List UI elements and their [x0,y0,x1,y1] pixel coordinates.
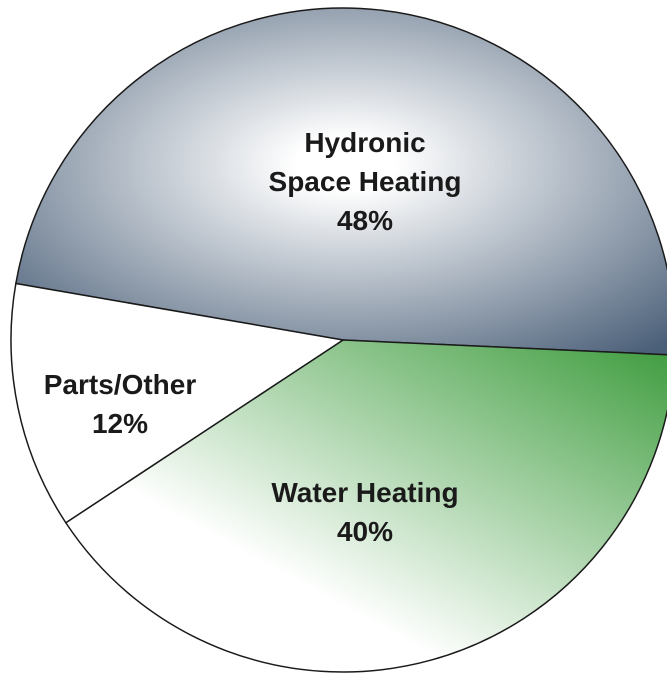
category-label: Hydronic Space Heating [268,127,462,197]
slice-label: Hydronic Space Heating 48% [260,123,470,240]
slice-label-box: Hydronic Space Heating 48% [260,123,470,240]
value-label: 40% [336,516,394,547]
slice-label: Water Heating 40% [245,473,485,551]
pie-slice [10,282,345,524]
slice-label-box: Parts/Other 12% [20,365,220,443]
slice-label: Parts/Other 12% [20,365,220,443]
pie-slice [14,7,667,356]
value-label: 48% [336,205,394,236]
category-label: Parts/Other [43,369,197,400]
slice-label-box: Water Heating 40% [245,473,485,551]
value-label: 12% [91,408,149,439]
category-label: Water Heating [271,477,459,508]
pie-slice [64,339,667,673]
